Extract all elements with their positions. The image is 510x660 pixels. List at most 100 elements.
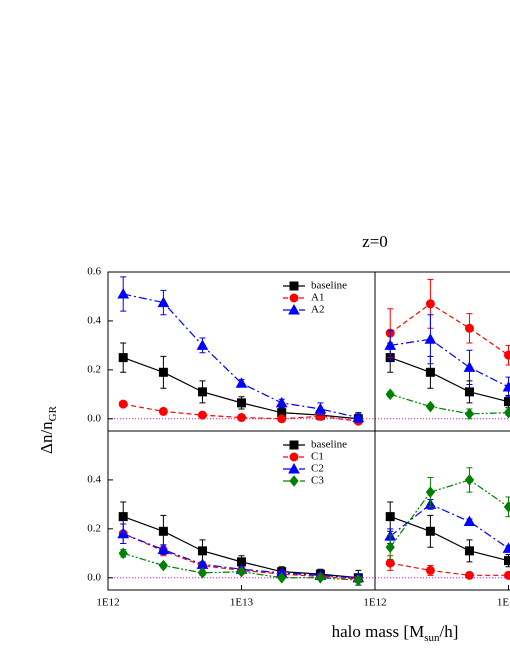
marker	[424, 333, 437, 344]
marker	[385, 541, 395, 553]
marker	[289, 475, 299, 487]
marker	[425, 367, 435, 377]
x-tick-label: 1E13	[230, 597, 254, 609]
marker	[117, 287, 130, 299]
marker	[197, 410, 207, 420]
x-label-main: halo mass [M	[332, 622, 425, 641]
series-line	[389, 303, 509, 356]
x-tick-label: 1E13	[497, 597, 510, 609]
marker	[464, 387, 474, 397]
marker	[425, 526, 435, 536]
marker	[504, 556, 510, 566]
x-axis-label: halo mass [Msun/h]	[332, 622, 459, 644]
marker	[314, 402, 327, 414]
marker	[503, 501, 510, 513]
panel-frame	[374, 430, 510, 591]
marker	[288, 303, 300, 315]
legend-label: baseline	[311, 280, 347, 292]
marker	[158, 559, 169, 572]
marker	[353, 574, 363, 587]
x-label-sub: sun	[424, 632, 440, 644]
marker	[236, 565, 247, 578]
marker	[502, 542, 510, 553]
marker	[425, 299, 435, 309]
y-tick-label: 0.2	[87, 363, 101, 375]
marker	[235, 377, 248, 388]
marker	[289, 293, 299, 303]
marker	[196, 339, 209, 350]
marker	[157, 296, 170, 308]
marker	[464, 546, 474, 556]
marker	[425, 565, 435, 575]
marker	[158, 526, 168, 536]
series-line	[390, 338, 509, 388]
marker	[385, 558, 395, 568]
marker	[502, 380, 510, 392]
series-line	[390, 393, 509, 415]
marker	[197, 567, 208, 579]
marker	[289, 440, 299, 450]
y-tick-label: 0.4	[87, 473, 101, 485]
marker	[118, 512, 128, 522]
marker	[463, 515, 476, 527]
y-label-main: Δn/n	[37, 421, 56, 454]
legend-label: A2	[311, 304, 324, 316]
legend-label: A1	[311, 292, 324, 304]
marker	[464, 408, 475, 420]
series-line	[389, 479, 509, 548]
marker	[277, 571, 287, 584]
marker	[504, 397, 510, 407]
series-line	[390, 562, 509, 576]
y-axis-label: Δn/nGR	[37, 405, 59, 454]
marker	[288, 462, 300, 474]
marker	[464, 323, 474, 333]
y-tick-label: 0.4	[87, 314, 101, 326]
y-tick-label: 0.2	[87, 522, 101, 534]
marker	[289, 281, 299, 291]
y-tick-label: 0.6	[87, 266, 101, 278]
marker	[117, 527, 130, 539]
legend-label: baseline	[311, 439, 347, 451]
marker	[384, 339, 397, 350]
marker	[158, 367, 168, 377]
marker	[237, 413, 246, 423]
series-line	[389, 503, 509, 549]
marker	[425, 486, 436, 498]
series-line	[390, 516, 509, 562]
legend-label: C1	[311, 451, 324, 463]
marker	[503, 406, 510, 419]
y-label-sub: GR	[47, 405, 59, 421]
series-line	[390, 357, 509, 403]
panel-frame	[374, 271, 510, 432]
marker	[158, 406, 168, 416]
legend-label: C3	[311, 475, 324, 487]
figure-title: z=0	[362, 232, 388, 251]
marker	[197, 387, 207, 397]
panel	[374, 271, 510, 432]
x-label-end: /h]	[439, 622, 458, 641]
marker	[464, 570, 474, 580]
marker	[425, 400, 436, 413]
marker	[463, 361, 476, 372]
marker	[118, 353, 128, 363]
marker	[504, 570, 510, 580]
marker	[315, 571, 326, 584]
x-tick-label: 1E12	[96, 597, 119, 609]
marker	[277, 414, 287, 424]
marker	[464, 474, 475, 486]
marker	[385, 512, 395, 522]
panel: 1E12 1E13	[363, 430, 510, 609]
y-tick-label: 0.0	[87, 571, 101, 583]
marker	[197, 546, 207, 556]
marker	[275, 396, 288, 408]
marker	[157, 543, 170, 555]
x-tick-label: 1E12	[363, 597, 386, 609]
marker	[504, 350, 510, 360]
marker	[118, 547, 128, 560]
legend-label: C2	[311, 463, 324, 475]
y-tick-label: 0.0	[87, 412, 101, 424]
